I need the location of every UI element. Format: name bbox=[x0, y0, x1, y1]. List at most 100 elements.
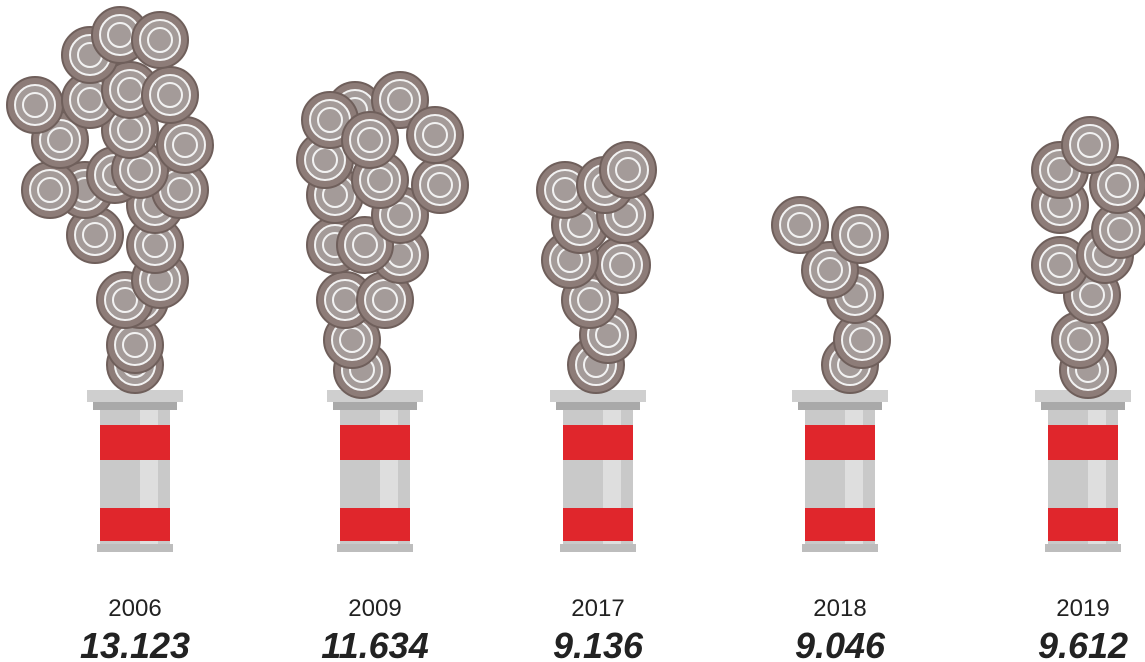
coin-face bbox=[344, 224, 386, 266]
coin-ring bbox=[77, 87, 103, 113]
coin-ring bbox=[127, 157, 153, 183]
red-band bbox=[805, 508, 875, 541]
chimney-base bbox=[802, 544, 878, 552]
year-label: 2009 bbox=[348, 595, 401, 622]
value-label: 9.612 bbox=[1038, 625, 1128, 662]
coin-face bbox=[1069, 124, 1111, 166]
coin-face bbox=[14, 84, 56, 126]
coin-face bbox=[414, 114, 456, 156]
chimney-base bbox=[337, 544, 413, 552]
chimney-base bbox=[1045, 544, 1121, 552]
chimney-group: 2018 9.046 bbox=[771, 196, 891, 662]
red-band bbox=[100, 508, 170, 541]
chimney-cap-rim bbox=[333, 402, 417, 410]
coin-ring bbox=[157, 82, 183, 108]
coin-face bbox=[841, 319, 883, 361]
value-label: 13.123 bbox=[80, 625, 190, 662]
coin-face bbox=[1099, 209, 1141, 251]
coin-face bbox=[149, 74, 191, 116]
red-band bbox=[563, 508, 633, 541]
coin-ring bbox=[82, 222, 108, 248]
coin-ring bbox=[615, 157, 641, 183]
coin-ring bbox=[112, 287, 138, 313]
year-label: 2019 bbox=[1056, 595, 1109, 622]
red-band bbox=[340, 508, 410, 541]
coin-ring bbox=[817, 257, 843, 283]
coin-ring bbox=[787, 212, 813, 238]
chimney-cap-rim bbox=[798, 402, 882, 410]
coin-ring bbox=[172, 132, 198, 158]
coin-ring bbox=[1047, 157, 1073, 183]
chimney-cap bbox=[87, 390, 183, 402]
red-band bbox=[1048, 425, 1118, 460]
coin-ring bbox=[1107, 217, 1133, 243]
coin-face bbox=[1039, 244, 1081, 286]
coin-ring bbox=[1047, 252, 1073, 278]
chimney-group: 2017 9.136 bbox=[536, 141, 657, 662]
coin-ring bbox=[317, 107, 343, 133]
coin-ring bbox=[847, 222, 873, 248]
red-band bbox=[100, 425, 170, 460]
coin-face bbox=[29, 169, 71, 211]
coin-ring bbox=[387, 202, 413, 228]
coin-ring bbox=[609, 252, 635, 278]
coin-ring bbox=[1105, 172, 1131, 198]
value-label: 11.634 bbox=[321, 625, 428, 662]
coin-face bbox=[601, 244, 643, 286]
coin-ring bbox=[427, 172, 453, 198]
red-band bbox=[340, 425, 410, 460]
chimney-cap bbox=[792, 390, 888, 402]
coin-ring bbox=[1079, 282, 1105, 308]
coin-ring bbox=[1067, 327, 1093, 353]
coin-face bbox=[39, 119, 81, 161]
year-label: 2018 bbox=[813, 595, 866, 622]
value-label: 9.046 bbox=[795, 625, 886, 662]
coin-ring bbox=[422, 122, 448, 148]
year-label: 2017 bbox=[571, 595, 624, 622]
coin-ring bbox=[37, 177, 63, 203]
chimney-base bbox=[560, 544, 636, 552]
coin-face bbox=[364, 279, 406, 321]
red-band bbox=[805, 425, 875, 460]
chimney-group: 2006 13.123 bbox=[6, 6, 214, 662]
coin-ring bbox=[577, 287, 603, 313]
red-band bbox=[1048, 508, 1118, 541]
coin-face bbox=[114, 324, 156, 366]
coin-ring bbox=[849, 327, 875, 353]
coin-ring bbox=[22, 92, 48, 118]
coin-ring bbox=[372, 287, 398, 313]
coin-face bbox=[164, 124, 206, 166]
chimney-group: 2019 9.612 bbox=[1031, 116, 1145, 662]
coin-face bbox=[1097, 164, 1139, 206]
coin-ring bbox=[387, 87, 413, 113]
coin-ring bbox=[147, 27, 173, 53]
coin-ring bbox=[1077, 132, 1103, 158]
red-band bbox=[563, 425, 633, 460]
chimney-cap-rim bbox=[556, 402, 640, 410]
year-label: 2006 bbox=[108, 595, 161, 622]
chimney-cap-rim bbox=[93, 402, 177, 410]
chimney-cap bbox=[550, 390, 646, 402]
coin-face bbox=[809, 249, 851, 291]
chimney-group: 2009 11.634 bbox=[296, 71, 469, 662]
coin-face bbox=[1059, 319, 1101, 361]
coin-face bbox=[74, 214, 116, 256]
coin-face bbox=[379, 79, 421, 121]
coin-ring bbox=[47, 127, 73, 153]
chimney-base bbox=[97, 544, 173, 552]
value-label: 9.136 bbox=[553, 625, 644, 662]
coin-ring bbox=[595, 322, 621, 348]
coin-ring bbox=[367, 167, 393, 193]
coin-face bbox=[349, 119, 391, 161]
coin-face bbox=[419, 164, 461, 206]
coin-ring bbox=[122, 332, 148, 358]
coin-face bbox=[139, 19, 181, 61]
coin-face bbox=[779, 204, 821, 246]
coin-face bbox=[839, 214, 881, 256]
coin-face bbox=[607, 149, 649, 191]
coin-ring bbox=[357, 127, 383, 153]
coin-ring bbox=[352, 232, 378, 258]
chimney-cap-rim bbox=[1041, 402, 1125, 410]
